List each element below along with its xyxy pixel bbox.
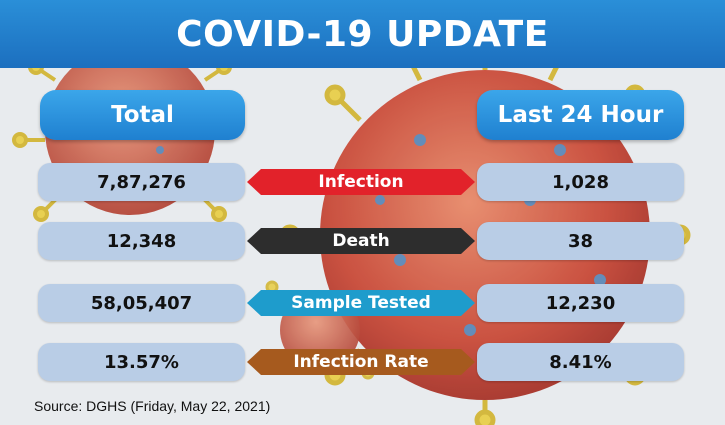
metric-label: Infection xyxy=(318,172,404,192)
sample-tested-last24-value: 12,230 xyxy=(477,284,684,322)
infection-last24-value: 1,028 xyxy=(477,163,684,201)
metric-tag-shape xyxy=(247,169,475,195)
metric-tag-shape xyxy=(247,349,475,375)
sample-tested-total-value: 58,05,407 xyxy=(38,284,245,322)
infection-total-value: 7,87,276 xyxy=(38,163,245,201)
metric-tag-shape xyxy=(247,290,475,316)
infection-rate-total-value: 13.57% xyxy=(38,343,245,381)
infection-rate-last24-value: 8.41% xyxy=(477,343,684,381)
infection-rate-label-tag: Infection Rate xyxy=(247,343,475,381)
last-24-hour-column-header: Last 24 Hour xyxy=(477,90,684,140)
total-column-header: Total xyxy=(40,90,245,140)
title-banner: COVID-19 UPDATE xyxy=(0,0,725,68)
death-total-value: 12,348 xyxy=(38,222,245,260)
death-last24-value: 38 xyxy=(477,222,684,260)
metric-label: Infection Rate xyxy=(293,352,429,372)
page-title: COVID-19 UPDATE xyxy=(176,13,549,55)
metric-label: Death xyxy=(332,231,390,251)
sample-tested-label-tag: Sample Tested xyxy=(247,284,475,322)
death-label-tag: Death xyxy=(247,222,475,260)
infection-label-tag: Infection xyxy=(247,163,475,201)
metric-tag-shape xyxy=(247,228,475,254)
source-caption: Source: DGHS (Friday, May 22, 2021) xyxy=(34,398,271,414)
metric-label: Sample Tested xyxy=(291,293,431,313)
